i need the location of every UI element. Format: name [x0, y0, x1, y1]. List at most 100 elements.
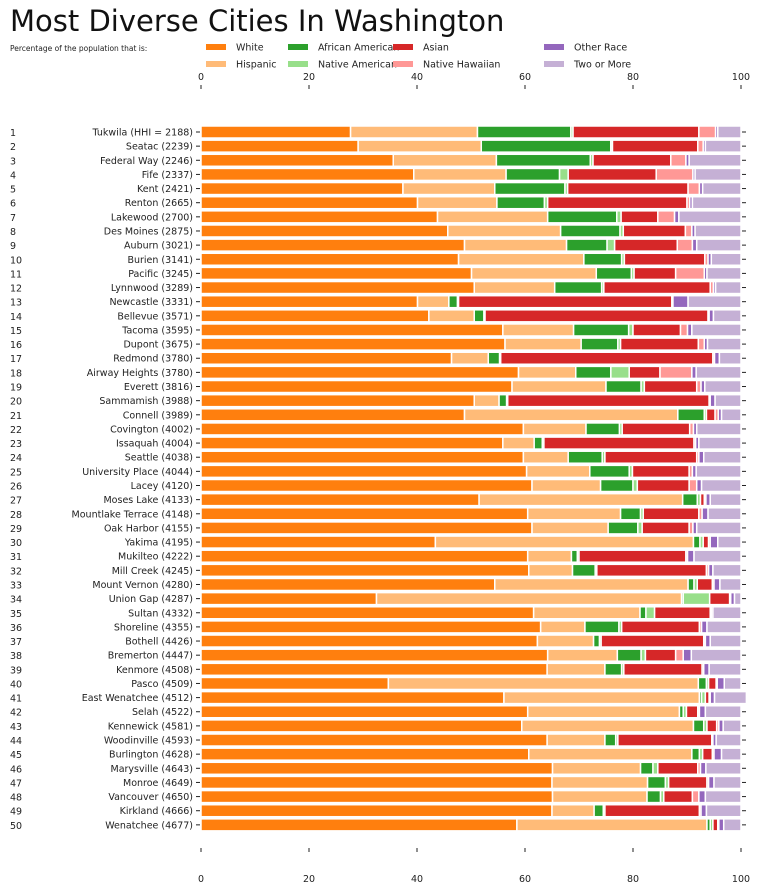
x-tick-label: 80 [627, 874, 639, 885]
row-label: Auburn (3021) [124, 241, 193, 252]
bar-segment-hispanic [511, 379, 607, 394]
bar-segment-white [200, 238, 466, 252]
bar-segment-two-or-more [712, 309, 742, 323]
bar-segment-asian [578, 549, 687, 563]
row-label: Sammamish (3988) [99, 396, 193, 407]
x-tick-label: 0 [198, 874, 204, 885]
row-rank: 42 [10, 708, 22, 719]
bar-segment-native-hawaiian [674, 648, 684, 662]
bar-segment-hispanic [504, 337, 582, 351]
bar-segment-asian [696, 577, 714, 592]
bar-segment-white [200, 535, 437, 549]
row-label: Marysville (4643) [111, 764, 194, 775]
bar-segment-asian [506, 393, 710, 408]
bar-segment-other-race [713, 747, 723, 761]
bar-segment-african-american [616, 648, 642, 662]
bar-segment-hispanic [522, 450, 569, 464]
bar-segment-asian [701, 747, 714, 761]
bar-segment-hispanic [551, 789, 648, 804]
bar-segment-white [200, 408, 466, 422]
bar-segment-white [200, 549, 529, 563]
bar-segment-african-american [646, 789, 662, 804]
bar-segment-other-race [709, 535, 719, 549]
bar-segment-african-american [570, 549, 579, 563]
bar-segment-hispanic [521, 719, 695, 733]
row-rank: 23 [10, 439, 22, 450]
bar-segment-hispanic [546, 648, 619, 662]
row-label: Lynnwood (3289) [111, 283, 193, 294]
bar-segment-hispanic [494, 577, 689, 592]
bar-segment-white [200, 436, 504, 450]
bar-segment-asian [633, 266, 677, 281]
bar-segment-asian [685, 704, 699, 719]
row-rank: 34 [10, 595, 22, 606]
bar-segment-asian [707, 676, 717, 691]
bar-segment-asian [653, 606, 711, 620]
bar-segment-african-american [607, 521, 639, 535]
bar-segment-native-hawaiian [670, 153, 687, 168]
bar-segment-asian [603, 280, 711, 295]
legend-label: African American [318, 43, 399, 54]
bar-segment-asian [620, 620, 701, 634]
row-rank: 29 [10, 524, 22, 535]
bar-segment-asian [706, 719, 718, 733]
bar-segment-two-or-more [717, 125, 742, 139]
bar-segment-asian [623, 252, 706, 267]
row-rank: 46 [10, 764, 22, 775]
x-tick-label: 60 [519, 874, 531, 885]
bar-segment-white [200, 662, 548, 677]
bar-segment-two-or-more [704, 789, 742, 804]
row-label: Issaquah (4004) [116, 439, 193, 450]
bar-segment-asian [644, 648, 677, 662]
row-label: Renton (2665) [125, 198, 193, 209]
row-rank: 20 [10, 397, 22, 408]
row-label: Bothell (4426) [125, 637, 193, 648]
bar-segment-two-or-more [717, 535, 742, 549]
bar-segment-white [200, 591, 378, 606]
row-label: University Place (4044) [82, 467, 193, 478]
bar-segment-two-or-more [691, 323, 742, 337]
bar-segment-hispanic [531, 478, 602, 493]
row-rank: 4 [10, 170, 16, 181]
bar-segment-african-american [580, 337, 619, 351]
bar-segment-two-or-more [720, 408, 742, 422]
bar-segment-african-american [585, 422, 621, 436]
bar-segment-hispanic [436, 210, 549, 224]
row-label: Kenmore (4508) [116, 665, 193, 676]
bar-segment-african-american [505, 167, 561, 182]
bar-segment-hispanic [450, 351, 490, 365]
bar-segment-asian [708, 591, 731, 606]
bar-segment-asian [641, 521, 690, 535]
bar-segment-african-american [595, 266, 633, 281]
bar-segment-native-american [558, 167, 569, 182]
bar-segment-hispanic [413, 167, 507, 182]
bar-segment-african-american [487, 351, 501, 365]
bar-segment-white [200, 648, 549, 662]
row-rank: 38 [10, 651, 22, 662]
bar-segment-asian [663, 789, 694, 804]
row-rank: 33 [10, 580, 22, 591]
row-rank: 28 [10, 510, 22, 521]
bar-segment-asian [543, 436, 695, 450]
row-label: Seattle (4038) [125, 453, 193, 464]
bar-segment-asian [631, 464, 690, 479]
bar-segment-hispanic [502, 436, 535, 450]
bar-segment-white [200, 733, 548, 747]
bar-segment-asian [604, 450, 698, 464]
bar-segment-african-american [639, 606, 647, 620]
bar-segment-two-or-more [695, 464, 742, 479]
bar-segment-hispanic [528, 563, 574, 578]
row-label: Kent (2421) [137, 184, 193, 195]
x-tick-label: 20 [303, 72, 315, 83]
bar-segment-african-american [572, 323, 630, 337]
row-rank: 50 [10, 821, 22, 832]
bar-segment-white [200, 761, 554, 776]
bar-segment-african-american [604, 733, 617, 747]
legend-swatch [288, 44, 308, 50]
bar-segment-african-american [604, 662, 623, 677]
bar-segment-african-american [553, 280, 603, 295]
bar-segment-white [200, 818, 518, 832]
bar-segment-white [200, 789, 554, 804]
row-rank: 18 [10, 368, 22, 379]
bar-segment-asian [628, 365, 661, 380]
